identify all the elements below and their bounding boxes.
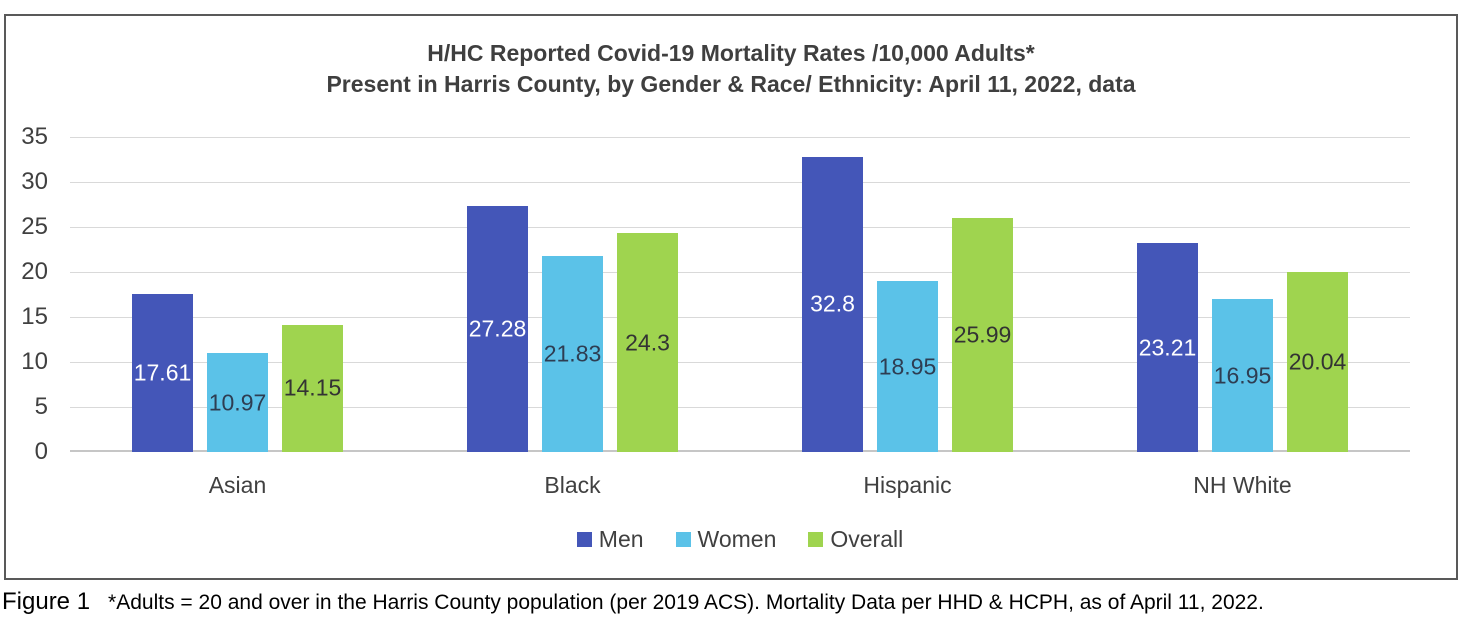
bar-overall-asian: 14.15 (282, 324, 343, 452)
y-tick-5: 5 (34, 393, 48, 420)
gridline-20 (70, 272, 1410, 273)
legend-label-overall: Overall (830, 526, 904, 552)
bar-value-label: 10.97 (208, 389, 267, 416)
bar-value-label: 32.8 (810, 290, 855, 317)
legend-item-overall: Overall (808, 526, 903, 553)
figure-label: Figure 1 (2, 588, 91, 615)
y-tick-25: 25 (21, 213, 48, 240)
bar-women-asian: 10.97 (207, 353, 268, 452)
y-tick-20: 20 (21, 258, 48, 285)
bar-value-label: 16.95 (1213, 362, 1272, 389)
x-axis-labels: Asian Black Hispanic NH White (70, 472, 1410, 499)
legend-swatch-men (576, 532, 592, 547)
legend-label-men: Men (598, 526, 644, 552)
legend-item-women: Women (675, 526, 777, 553)
bar-value-label: 23.21 (1138, 334, 1197, 361)
x-axis-line (70, 450, 1410, 452)
y-tick-15: 15 (21, 303, 48, 330)
bar-women-nh-white: 16.95 (1212, 299, 1273, 452)
legend-swatch-women (675, 532, 691, 547)
y-axis: 0 5 10 15 20 25 30 35 (6, 124, 58, 465)
bar-value-label: 24.3 (625, 329, 670, 356)
bar-value-label: 17.61 (133, 359, 192, 386)
bar-men-asian: 17.61 (132, 293, 193, 452)
figure-caption: Figure 1 *Adults = 20 and over in the Har… (2, 588, 1462, 616)
gridline-35 (70, 137, 1410, 138)
bar-men-hispanic: 32.8 (802, 156, 863, 452)
y-tick-35: 35 (21, 123, 48, 150)
bar-men-black: 27.28 (467, 206, 528, 452)
chart-title-line1: H/HC Reported Covid-19 Mortality Rates /… (427, 40, 1035, 66)
bar-women-black: 21.83 (542, 255, 603, 452)
bar-value-label: 14.15 (283, 374, 342, 401)
category-label-black: Black (544, 472, 601, 498)
bar-value-label: 20.04 (1288, 348, 1347, 375)
category-label-hispanic: Hispanic (863, 472, 952, 498)
bar-value-label: 25.99 (953, 321, 1012, 348)
y-tick-30: 30 (21, 168, 48, 195)
bar-chart: H/HC Reported Covid-19 Mortality Rates /… (4, 14, 1458, 580)
bar-value-label: 27.28 (468, 315, 527, 342)
bar-overall-nh-white: 20.04 (1287, 271, 1348, 452)
gridline-10 (70, 362, 1410, 363)
plot-area: 17.61 10.97 14.15 27.28 21.83 24.3 32.8 18.95 25… (70, 137, 1410, 452)
bar-women-hispanic: 18.95 (877, 281, 938, 452)
y-tick-0: 0 (34, 438, 48, 465)
gridline-25 (70, 227, 1410, 228)
chart-title-line2: Present in Harris County, by Gender & Ra… (326, 71, 1136, 97)
bar-value-label: 18.95 (878, 353, 937, 380)
chart-title: H/HC Reported Covid-19 Mortality Rates /… (6, 38, 1456, 100)
category-label-nh-white: NH White (1193, 472, 1292, 498)
bar-overall-hispanic: 25.99 (952, 218, 1013, 452)
bar-overall-black: 24.3 (617, 233, 678, 452)
figure-caption-text: *Adults = 20 and over in the Harris Coun… (108, 591, 1264, 614)
bar-value-label: 21.83 (543, 340, 602, 367)
gridline-15 (70, 317, 1410, 318)
legend-item-men: Men (576, 526, 644, 553)
legend: Men Women Overall (70, 526, 1410, 553)
legend-swatch-overall (808, 532, 824, 547)
bar-groups: 17.61 10.97 14.15 27.28 21.83 24.3 32.8 18.95 25… (70, 137, 1410, 452)
gridline-5 (70, 407, 1410, 408)
y-tick-10: 10 (21, 348, 48, 375)
category-label-asian: Asian (208, 472, 267, 498)
legend-label-women: Women (697, 526, 777, 552)
bar-group-hispanic: 32.8 18.95 25.99 (740, 137, 1075, 452)
gridline-30 (70, 182, 1410, 183)
bar-group-black: 27.28 21.83 24.3 (405, 137, 740, 452)
bar-men-nh-white: 23.21 (1137, 243, 1198, 452)
bar-group-asian: 17.61 10.97 14.15 (70, 137, 405, 452)
bar-group-nh-white: 23.21 16.95 20.04 (1075, 137, 1410, 452)
